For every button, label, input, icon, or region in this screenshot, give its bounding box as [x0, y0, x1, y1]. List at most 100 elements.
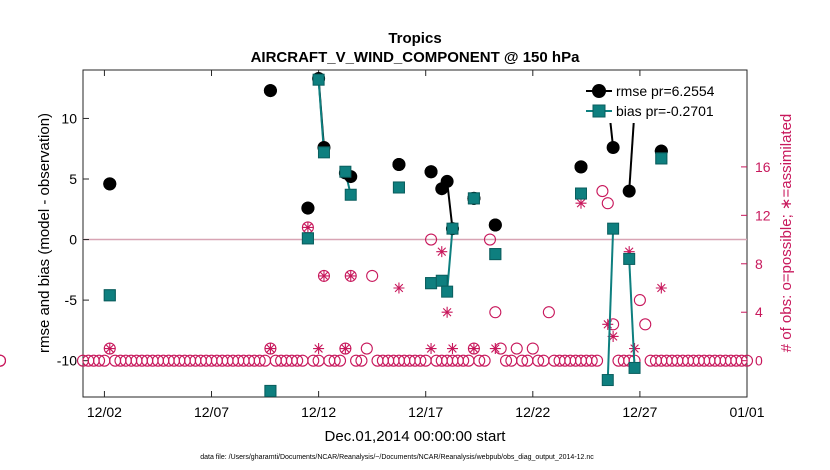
- x-tick-label: 12/22: [515, 404, 550, 420]
- possible-obs-marker: [596, 185, 609, 198]
- y2-tick-labels: 0 4 8 12 16: [755, 159, 771, 369]
- rmse-point: [103, 177, 117, 191]
- y2-tick-label: 8: [755, 256, 763, 272]
- legend-bias-marker: [592, 104, 606, 118]
- rmse-line: [628, 109, 636, 192]
- rmse-point: [488, 218, 502, 232]
- y-tick-label: 0: [69, 232, 77, 248]
- y2-tick-label: 0: [755, 353, 763, 369]
- legend-rmse-marker: [592, 84, 606, 98]
- possible-obs-marker: [0, 354, 7, 367]
- assimilated-obs-marker: [313, 343, 325, 355]
- possible-obs-marker: [740, 354, 754, 367]
- rmse-point: [622, 184, 636, 198]
- bias-point: [623, 252, 636, 265]
- rmse-point: [440, 174, 454, 188]
- possible-obs-marker: [591, 354, 604, 367]
- assimilated-obs-marker: [607, 330, 619, 342]
- obs-assimilated-markers: [104, 197, 667, 355]
- rmse-point: [301, 201, 315, 215]
- bias-point: [312, 73, 325, 86]
- assimilated-obs-marker: [602, 318, 614, 330]
- bias-point: [103, 289, 116, 302]
- assimilated-obs-marker: [393, 282, 405, 294]
- legend-bias-label: bias pr=-0.2701: [616, 103, 714, 119]
- possible-obs-marker: [639, 318, 652, 331]
- assimilated-obs-marker: [345, 270, 357, 282]
- possible-obs-marker: [93, 354, 106, 367]
- y-tick-label: 10: [61, 110, 77, 126]
- assimilated-obs-marker: [446, 343, 458, 355]
- x-tick-label: 12/17: [408, 404, 443, 420]
- possible-obs-marker: [355, 354, 368, 367]
- possible-obs-marker: [414, 354, 427, 367]
- bias-point: [601, 374, 614, 387]
- assimilated-obs-marker: [436, 246, 448, 258]
- bias-point: [467, 192, 480, 205]
- y2-tick-label: 4: [755, 304, 763, 320]
- possible-obs-marker: [328, 354, 341, 367]
- possible-obs-marker: [601, 197, 614, 210]
- rmse-point: [606, 141, 620, 155]
- assimilated-obs-marker: [441, 306, 453, 318]
- possible-obs-marker: [350, 354, 363, 367]
- possible-obs-marker: [478, 354, 491, 367]
- possible-obs-marker: [0, 354, 7, 367]
- possible-obs-marker: [735, 354, 748, 367]
- bias-point: [607, 222, 620, 235]
- bias-point: [339, 165, 352, 178]
- assimilated-obs-marker: [302, 221, 314, 233]
- y2-axis-label: # of obs: o=possible; ∗=assimilated: [778, 114, 795, 353]
- legend-rmse-label: rmse pr=6.2554: [616, 83, 715, 99]
- possible-obs-marker: [499, 354, 513, 367]
- rmse-point: [392, 157, 406, 171]
- y2-tick-label: 16: [755, 159, 771, 175]
- possible-obs-marker: [489, 306, 502, 319]
- chart-subtitle: AIRCRAFT_V_WIND_COMPONENT @ 150 hPa: [251, 49, 581, 66]
- possible-obs-marker: [510, 342, 523, 355]
- x-tick-label: 12/27: [622, 404, 657, 420]
- bias-point: [425, 277, 438, 290]
- rmse-point: [263, 84, 277, 98]
- y-tick-labels: -10 -5 0 5 10: [57, 110, 77, 368]
- possible-obs-marker: [516, 354, 529, 367]
- x-tick-label: 12/12: [301, 404, 336, 420]
- bias-point: [655, 152, 668, 165]
- possible-obs-marker: [585, 354, 598, 367]
- assimilated-obs-marker: [318, 270, 330, 282]
- bias-line: [317, 79, 325, 153]
- bias-point: [317, 146, 330, 159]
- assimilated-obs-marker: [489, 343, 501, 355]
- x-axis-label: Dec.01,2014 00:00:00 start: [325, 428, 507, 445]
- possible-obs-marker: [526, 342, 539, 355]
- legend-box: [584, 79, 744, 123]
- bias-point: [392, 181, 405, 194]
- y-axis-label: rmse and bias (model - observation): [36, 113, 53, 353]
- possible-obs-marker: [291, 354, 304, 367]
- bias-point: [575, 187, 587, 200]
- data-file-footer: data file: /Users/gharamti/Documents/NCA…: [200, 454, 594, 461]
- possible-obs-marker: [307, 354, 320, 367]
- bias-line: [606, 228, 615, 381]
- bias-point: [264, 384, 277, 397]
- possible-obs-marker: [483, 233, 497, 246]
- assimilated-obs-marker: [339, 343, 351, 355]
- possible-obs-marker: [473, 354, 486, 367]
- assimilated-obs-marker: [104, 343, 116, 355]
- assimilated-obs-marker: [425, 343, 437, 355]
- bias-point: [435, 274, 448, 287]
- x-tick-label: 12/07: [194, 404, 229, 420]
- assimilated-obs-marker: [575, 197, 587, 209]
- bias-point: [441, 285, 454, 298]
- possible-obs-marker: [542, 306, 555, 319]
- plot-area: [82, 69, 748, 398]
- x-tick-label: 01/01: [729, 404, 764, 420]
- bias-point: [489, 248, 502, 261]
- possible-obs-marker: [333, 354, 347, 367]
- rmse-point: [574, 160, 588, 174]
- y-tick-label: 5: [69, 171, 77, 187]
- assimilated-obs-marker: [623, 246, 635, 258]
- possible-obs-marker: [532, 354, 545, 367]
- possible-obs-marker: [360, 342, 373, 355]
